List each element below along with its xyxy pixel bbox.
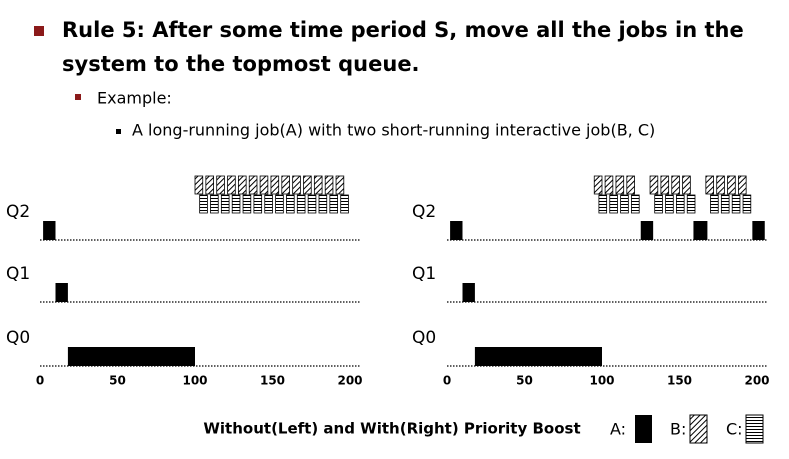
job-a-block <box>43 221 56 240</box>
job-c-block <box>318 194 328 214</box>
x-tick-label: 50 <box>109 374 126 388</box>
job-a-block <box>474 347 602 366</box>
job-c-block <box>199 194 208 214</box>
job-b-block <box>292 175 301 195</box>
job-a-block <box>640 221 654 240</box>
job-c-block <box>620 194 629 214</box>
job-c-block <box>220 194 230 214</box>
job-b-block <box>237 175 247 195</box>
bullet-icon <box>34 26 44 36</box>
x-tick-label: 150 <box>260 374 285 388</box>
job-c-block <box>242 194 252 214</box>
bullet-icon <box>116 129 121 134</box>
job-c-block <box>253 194 263 214</box>
job-c-block <box>609 194 618 214</box>
job-c-block <box>307 194 317 214</box>
x-tick-label: 0 <box>36 374 44 388</box>
job-a-block <box>462 283 475 302</box>
job-b-block <box>248 175 258 195</box>
job-a-block <box>752 221 765 240</box>
job-b-block <box>313 175 323 195</box>
legend-swatch <box>745 414 764 444</box>
job-c-block <box>231 194 241 214</box>
job-c-block <box>210 194 219 214</box>
job-c-block <box>286 194 295 214</box>
job-b-block <box>324 175 334 195</box>
queue-label: Q1 <box>6 264 30 284</box>
job-a-block <box>693 221 708 240</box>
job-c-block <box>264 194 273 214</box>
job-b-block <box>205 175 215 195</box>
job-b-block <box>303 175 312 195</box>
job-b-block <box>727 175 736 195</box>
job-b-block <box>615 175 625 195</box>
x-tick-label: 50 <box>516 374 533 388</box>
x-tick-label: 150 <box>667 374 692 388</box>
job-c-block <box>654 194 663 214</box>
job-b-block <box>671 175 680 195</box>
queue-label: Q0 <box>412 328 436 348</box>
job-c-block <box>296 194 306 214</box>
job-b-block <box>194 175 204 195</box>
job-a-block <box>450 221 463 240</box>
job-b-block <box>660 175 670 195</box>
job-b-block <box>216 175 225 195</box>
legend-label: C: <box>726 420 743 439</box>
job-b-block <box>738 175 747 195</box>
job-c-block <box>742 194 752 214</box>
job-b-block <box>281 175 290 195</box>
job-b-block <box>705 175 714 195</box>
job-c-block <box>329 194 339 214</box>
job-c-block <box>676 194 685 214</box>
x-tick-label: 100 <box>589 374 614 388</box>
job-c-block <box>340 194 349 214</box>
legend-swatch <box>635 415 652 443</box>
job-c-block <box>275 194 284 214</box>
x-tick-label: 0 <box>443 374 451 388</box>
title-line: Rule 5: After some time period S, move a… <box>62 18 744 42</box>
sub-bullet: Example: <box>97 89 172 108</box>
job-c-block <box>598 194 608 214</box>
job-b-block <box>227 175 236 195</box>
job-c-block <box>631 194 640 214</box>
job-b-block <box>593 175 603 195</box>
job-b-block <box>626 175 635 195</box>
job-a-block <box>67 347 195 366</box>
legend-label: B: <box>670 420 686 439</box>
x-tick-label: 200 <box>744 374 769 388</box>
job-c-block <box>665 194 674 214</box>
caption: Without(Left) and With(Right) Priority B… <box>203 420 580 438</box>
legend-swatch <box>689 414 708 444</box>
job-b-block <box>270 175 280 195</box>
job-c-block <box>710 194 719 214</box>
job-b-block <box>604 175 614 195</box>
job-a-block <box>55 283 68 302</box>
queue-label: Q2 <box>412 202 436 222</box>
x-tick-label: 200 <box>337 374 362 388</box>
job-b-block <box>682 175 691 195</box>
title-line: system to the topmost queue. <box>62 52 420 76</box>
legend-label: A: <box>610 420 626 439</box>
job-b-block <box>649 175 659 195</box>
queue-label: Q0 <box>6 328 30 348</box>
job-b-block <box>716 175 725 195</box>
job-c-block <box>686 194 696 214</box>
x-tick-label: 100 <box>182 374 207 388</box>
queue-label: Q1 <box>412 264 436 284</box>
queue-label: Q2 <box>6 202 30 222</box>
sub-sub-bullet: A long-running job(A) with two short-run… <box>132 121 655 140</box>
job-c-block <box>720 194 730 214</box>
job-b-block <box>259 175 269 195</box>
job-b-block <box>335 175 345 195</box>
bullet-icon <box>75 94 81 100</box>
job-c-block <box>731 194 741 214</box>
